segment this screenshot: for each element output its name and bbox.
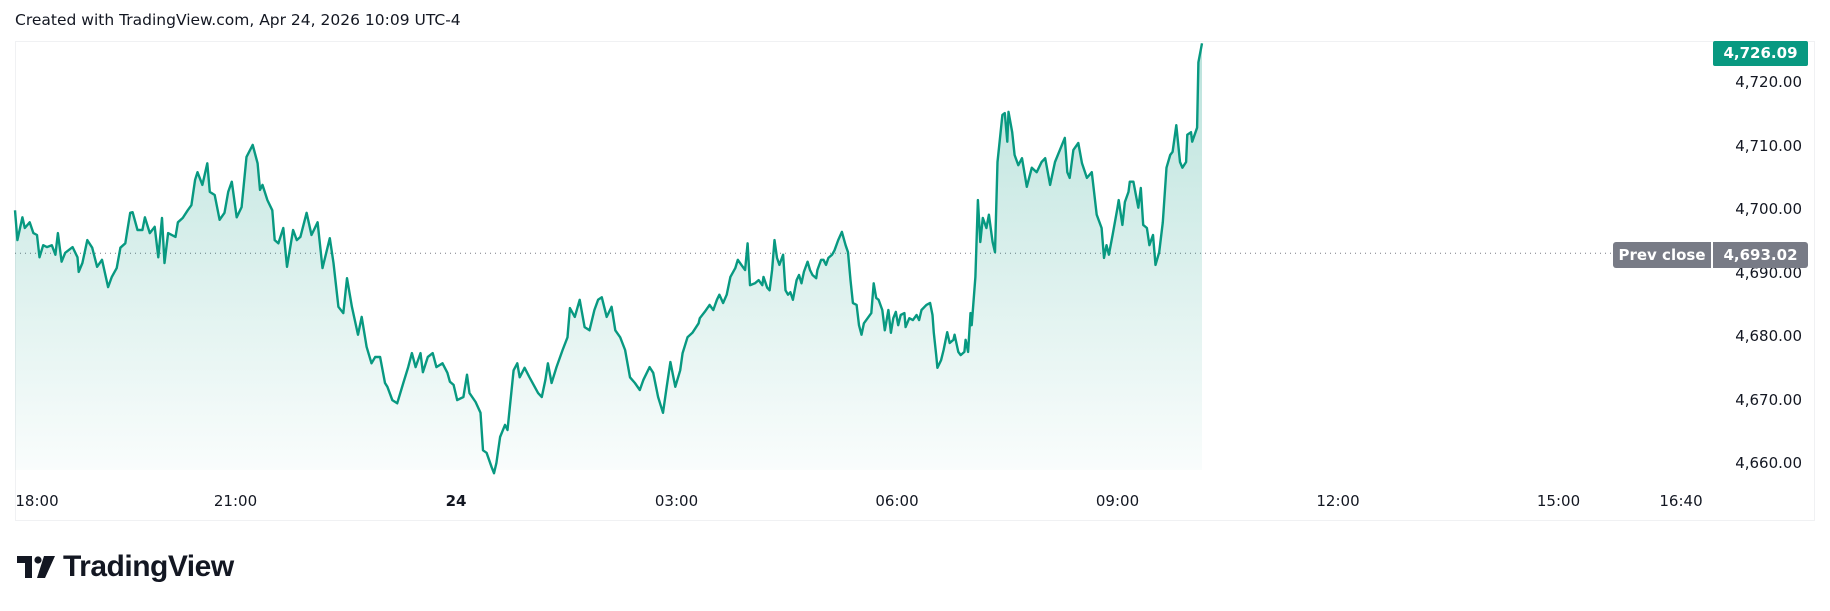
time-axis-label: 09:00	[1095, 492, 1140, 510]
time-axis-label: 18:00	[15, 492, 59, 510]
tradingview-logo-text: TradingView	[63, 550, 234, 583]
price-axis-label: 4,660.00	[1735, 454, 1802, 472]
time-axis-label: 24	[445, 492, 467, 510]
prev-close-label: Prev close	[1613, 242, 1711, 268]
price-axis-label: 4,700.00	[1735, 200, 1802, 218]
time-axis-label: 06:00	[875, 492, 919, 510]
price-axis-label: 4,680.00	[1735, 327, 1802, 345]
price-axis-label: 4,720.00	[1735, 73, 1802, 91]
prev-close-value: 4,693.02	[1713, 242, 1808, 268]
time-axis-label: 21:00	[213, 492, 258, 510]
price-area-fill	[15, 43, 1202, 474]
tradingview-logo-icon	[17, 556, 55, 578]
time-axis-label: 12:00	[1316, 492, 1360, 510]
chart-header-caption: Created with TradingView.com, Apr 24, 20…	[15, 11, 461, 29]
tradingview-logo[interactable]: TradingView	[17, 550, 234, 584]
last-price-tag: 4,726.09	[1713, 41, 1808, 66]
time-axis-label: 16:40	[1659, 492, 1703, 510]
price-axis-label: 4,670.00	[1735, 390, 1802, 409]
time-axis-label: 03:00	[654, 492, 699, 510]
price-line	[13, 43, 1204, 475]
price-axis-label: 4,710.00	[1735, 136, 1802, 155]
time-axis-label: 15:00	[1536, 492, 1581, 510]
price-axis-label: 4,690.00	[1735, 263, 1802, 282]
